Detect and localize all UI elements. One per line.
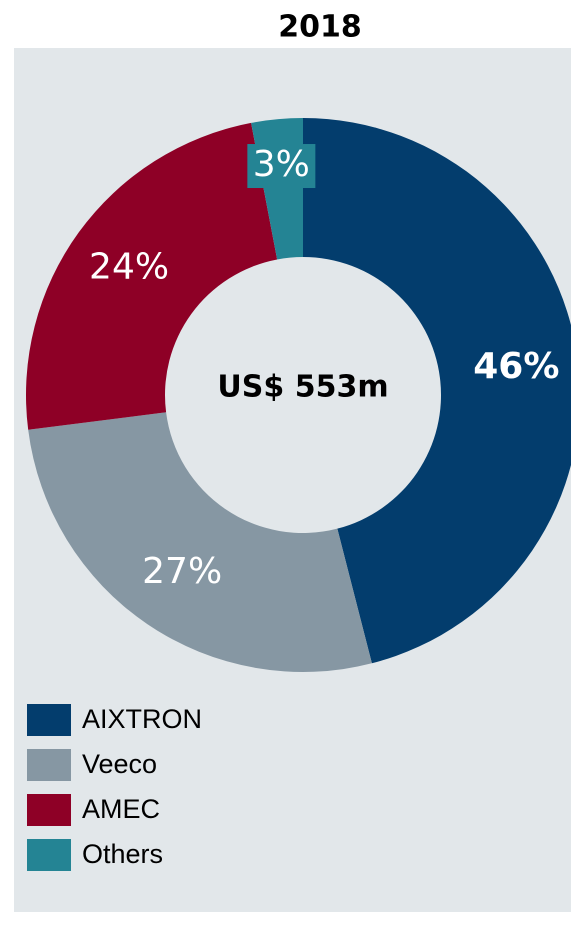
slice-label: 27% — [142, 551, 222, 592]
slice-label: 46% — [473, 346, 559, 387]
donut-slice — [28, 412, 372, 673]
label-box — [247, 144, 316, 189]
slice-label: 3% — [253, 144, 310, 185]
donut-slice — [303, 118, 571, 664]
legend-label: Others — [82, 839, 163, 869]
legend-label: AMEC — [82, 794, 160, 824]
legend-swatch — [27, 749, 71, 781]
legend-label: AIXTRON — [82, 704, 202, 734]
legend-label: Veeco — [82, 749, 157, 779]
legend-swatch — [27, 794, 71, 826]
donut-slice — [25, 122, 278, 430]
legend-swatch — [27, 839, 71, 871]
chart-title: 2018 — [278, 10, 362, 45]
legend-swatch — [27, 704, 71, 736]
slice-label: 24% — [89, 247, 169, 288]
center-label: US$ 553m — [217, 370, 388, 405]
